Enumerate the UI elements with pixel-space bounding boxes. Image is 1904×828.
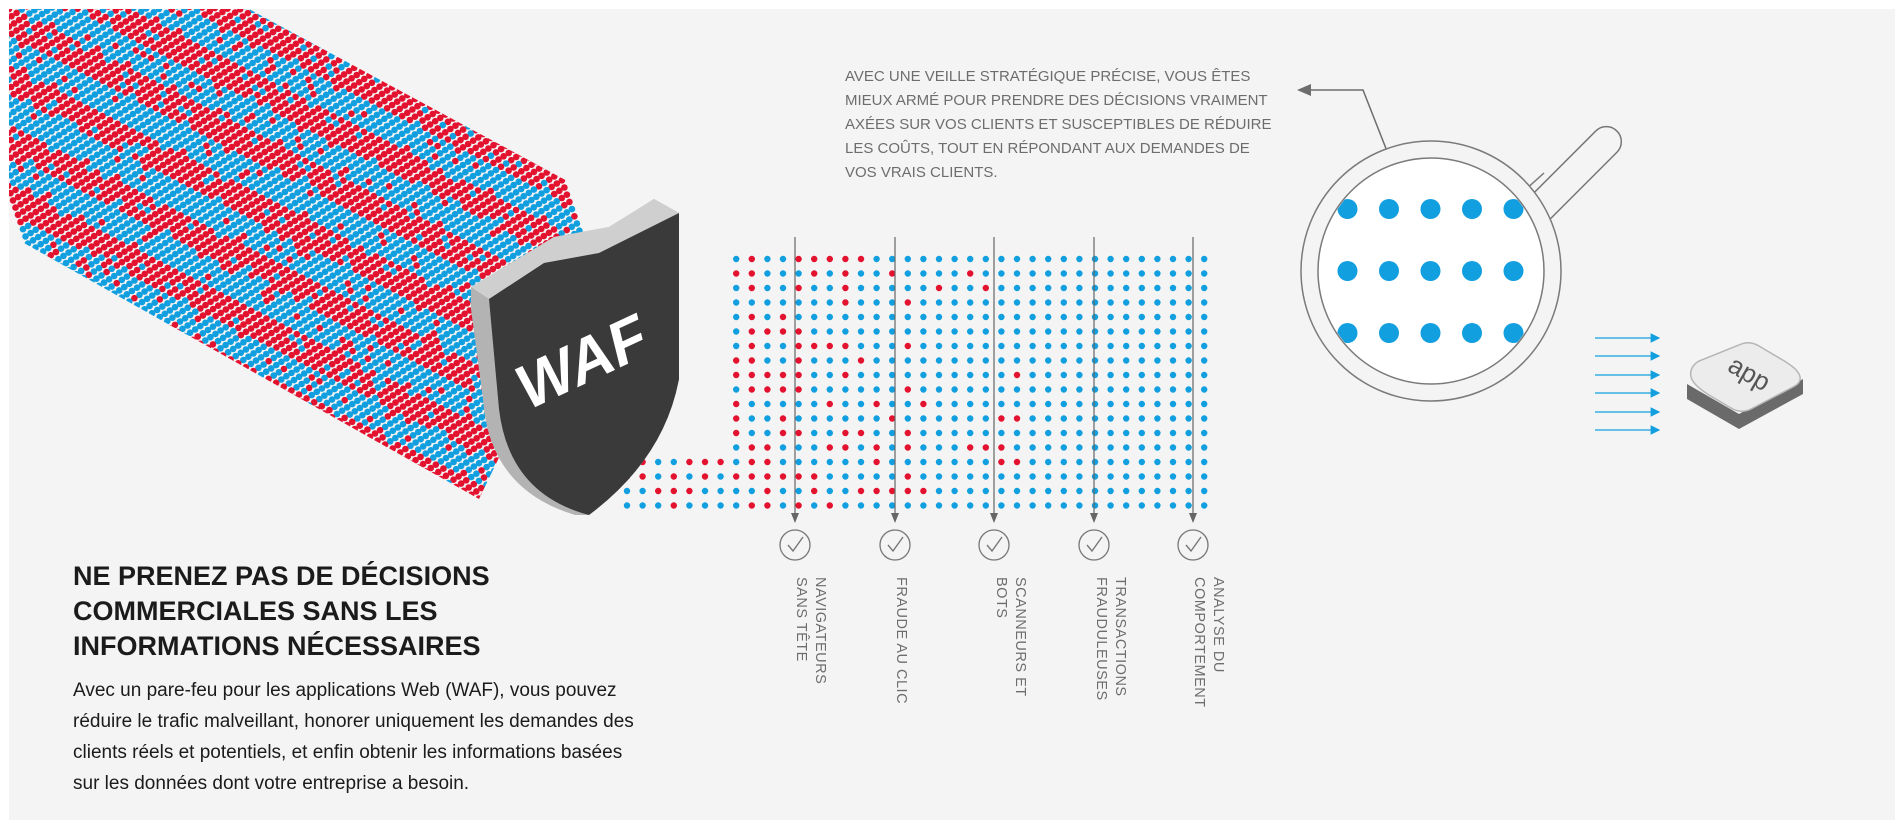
traffic-illustration: app WAF (9, 9, 1803, 561)
body-paragraph: Avec un pare-feu pour les applications W… (73, 675, 733, 799)
magnifier-icon (1300, 125, 1623, 402)
callout-line: AXÉES SUR VOS CLIENTS ET SUSCEPTIBLES DE… (845, 116, 1272, 133)
filter-label-click-fraud: FRAUDE AU CLIC (893, 577, 909, 705)
headline-line: COMMERCIALES SANS LES (73, 596, 438, 626)
waf-shield-icon: WAF (471, 199, 679, 515)
filtered-traffic-grid (623, 255, 1208, 509)
infographic-canvas: app WAF NE PRENEZ PAS DE DÉCISIONS COMME… (9, 9, 1895, 820)
check-circle-icon (978, 529, 1010, 561)
filter-label-headless-browsers: NAVIGATEURS SANS TÊTE (793, 577, 828, 685)
filter-check-icons (779, 529, 1209, 561)
check-circle-icon (879, 529, 911, 561)
body-line: réduire le trafic malveillant, honorer u… (73, 711, 634, 732)
filter-label-fraudulent-transactions: TRANSACTIONS FRAUDULEUSES (1093, 577, 1128, 701)
check-circle-icon (1177, 529, 1209, 561)
output-arrows (1595, 333, 1661, 435)
app-box-icon: app (1687, 342, 1803, 429)
headline-line: INFORMATIONS NÉCESSAIRES (73, 631, 481, 661)
filter-label-scanners-bots: SCANNEURS ET BOTS (993, 577, 1028, 697)
magnified-traffic (1337, 199, 1524, 343)
callout-line: VOS VRAIS CLIENTS. (845, 164, 998, 181)
filter-label-behavior-analysis: ANALYSE DU COMPORTEMENT (1191, 577, 1226, 708)
callout-line: LES COÛTS, TOUT EN RÉPONDANT AUX DEMANDE… (845, 140, 1250, 157)
callout-line: AVEC UNE VEILLE STRATÉGIQUE PRÉCISE, VOU… (845, 68, 1251, 85)
filter-lines (791, 237, 1197, 523)
check-circle-icon (779, 529, 811, 561)
body-line: clients réels et potentiels, et enfin ob… (73, 742, 623, 763)
headline: NE PRENEZ PAS DE DÉCISIONS COMMERCIALES … (73, 559, 633, 664)
check-circle-icon (1078, 529, 1110, 561)
body-line: Avec un pare-feu pour les applications W… (73, 680, 617, 701)
callout-text: AVEC UNE VEILLE STRATÉGIQUE PRÉCISE, VOU… (845, 65, 1325, 185)
headline-line: NE PRENEZ PAS DE DÉCISIONS (73, 561, 490, 591)
body-line: sur les données dont votre entreprise a … (73, 773, 470, 794)
callout-line: MIEUX ARMÉ POUR PRENDRE DES DÉCISIONS VR… (845, 92, 1268, 109)
